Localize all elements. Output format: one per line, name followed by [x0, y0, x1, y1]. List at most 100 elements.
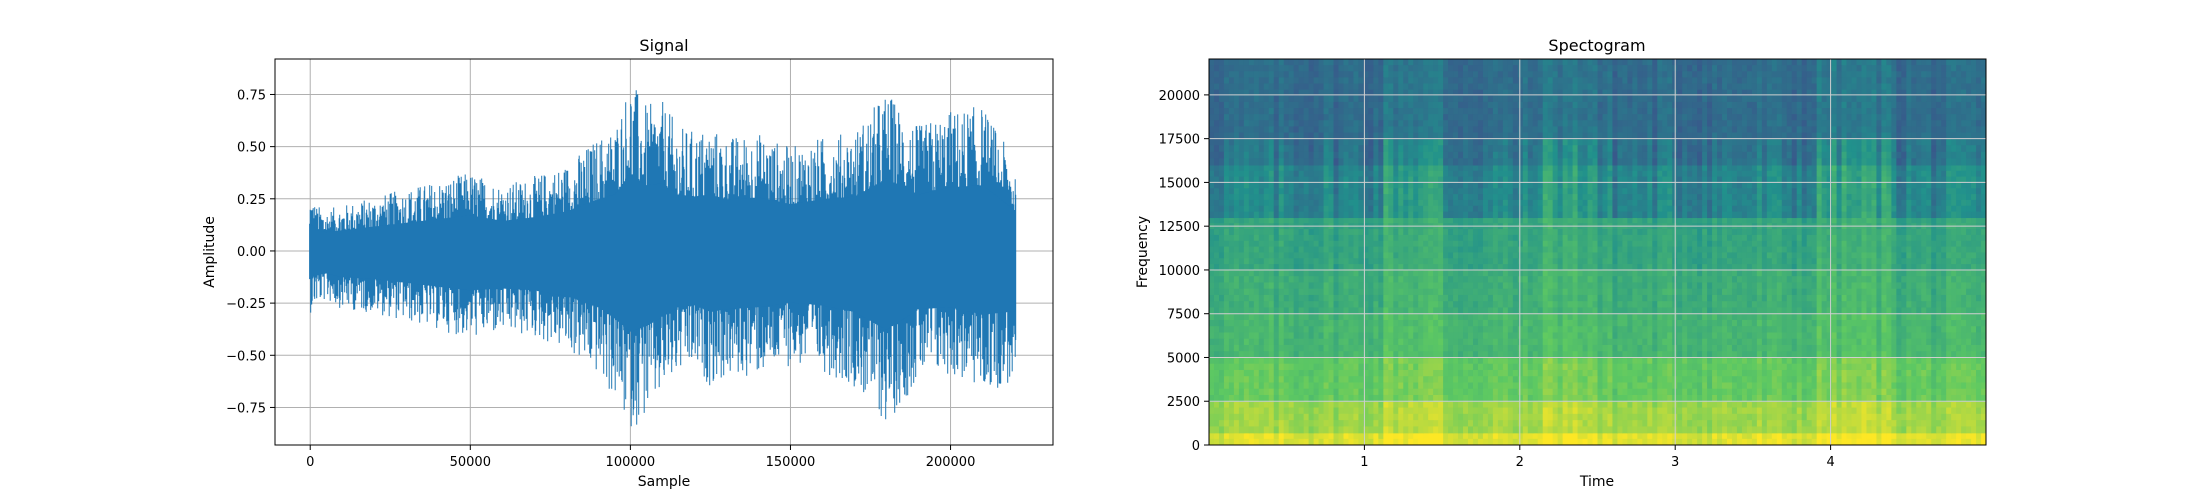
- spectrogram-cell: [1233, 234, 1240, 242]
- spectrogram-cell: [1632, 394, 1638, 402]
- spectrogram-cell: [1443, 432, 1449, 440]
- spectrogram-cell: [1906, 407, 1912, 415]
- spectrogram-cell: [1607, 313, 1614, 321]
- spectrogram-cell: [1921, 338, 1927, 346]
- spectrogram-cell: [1353, 357, 1360, 365]
- spectrogram-cell: [1961, 351, 1967, 359]
- spectrogram-cell: [1971, 363, 1977, 371]
- spectrogram-cell: [1642, 407, 1648, 415]
- spectrogram-cell: [1557, 288, 1564, 296]
- spectrogram-cell: [1861, 426, 1868, 434]
- spectrogram-cell: [1248, 294, 1255, 302]
- spectrogram-cell: [1741, 234, 1748, 242]
- spectrogram-cell: [1318, 401, 1325, 409]
- spectrogram-cell: [1233, 301, 1240, 309]
- spectrogram-cell: [1667, 426, 1673, 434]
- spectrogram-cell: [1886, 269, 1892, 277]
- spectrogram-cell: [1677, 229, 1683, 236]
- spectrogram-cell: [1846, 413, 1853, 421]
- spectrogram-cell: [1826, 420, 1833, 428]
- spectrogram-cell: [1353, 413, 1360, 421]
- spectrogram-cell: [1328, 276, 1335, 284]
- spectrogram-cell: [1961, 432, 1967, 440]
- spectrogram-cell: [1507, 294, 1514, 302]
- spectrogram-cell: [1622, 369, 1628, 377]
- spectrogram-cell: [1318, 288, 1325, 296]
- spectrogram-cell: [1731, 332, 1738, 340]
- spectrogram-cell: [1597, 363, 1604, 371]
- spectrogram-cell: [1537, 401, 1544, 409]
- spectrogram-cell: [1353, 351, 1360, 359]
- spectrogram-cell: [1622, 282, 1628, 290]
- spectrogram-cell: [1468, 313, 1474, 321]
- spectrogram-cell: [1846, 326, 1853, 334]
- spectrogram-cell: [1308, 401, 1315, 409]
- spectrogram-cell: [1831, 420, 1838, 428]
- spectrogram-cell: [1647, 301, 1653, 309]
- spectrogram-cell: [1532, 413, 1539, 421]
- spectrogram-cell: [1517, 363, 1524, 371]
- spectrogram-cell: [1632, 426, 1638, 434]
- spectrogram-cell: [1453, 307, 1459, 315]
- spectrogram-cell: [1736, 351, 1743, 359]
- spectrogram-cell: [1313, 282, 1320, 290]
- spectrogram-cell: [1522, 301, 1529, 309]
- spectrogram-cell: [1218, 234, 1225, 242]
- spectrogram-cell: [1906, 217, 1912, 224]
- spectrogram-cell: [1507, 332, 1514, 340]
- spectrogram-cell: [1458, 229, 1464, 236]
- spectrogram-cell: [1652, 269, 1658, 277]
- spectrogram-cell: [1562, 394, 1569, 402]
- spectrogram-cell: [1801, 217, 1808, 224]
- spectrogram-cell: [1826, 363, 1833, 371]
- spectrogram-cell: [1901, 401, 1907, 409]
- spectrogram-cell: [1228, 294, 1235, 302]
- spectrogram-cell: [1652, 301, 1658, 309]
- spectrogram-cell: [1348, 388, 1355, 396]
- spectrogram-cell: [1363, 432, 1369, 440]
- spectrogram-cell: [1453, 217, 1459, 224]
- spectrogram-cell: [1353, 294, 1360, 302]
- spectrogram-cell: [1966, 438, 1972, 445]
- spectrogram-cell: [1717, 376, 1723, 384]
- spectrogram-cell: [1423, 332, 1429, 340]
- spectrogram-cell: [1896, 288, 1902, 296]
- spectrogram-cell: [1921, 394, 1927, 402]
- spectrogram-cell: [1931, 401, 1937, 409]
- spectrogram-cell: [1841, 351, 1848, 359]
- spectrogram-cell: [1617, 344, 1623, 352]
- spectrogram-cell: [1428, 401, 1434, 409]
- spectrogram-cell: [1448, 313, 1454, 321]
- spectrogram-cell: [1532, 388, 1539, 396]
- spectrogram-cell: [1856, 294, 1863, 302]
- spectrogram-cell: [1746, 307, 1753, 315]
- spectrogram-cell: [1652, 432, 1658, 440]
- spectrogram-cell: [1303, 432, 1310, 440]
- spectrogram-cell: [1268, 438, 1275, 445]
- spectrogram-cell: [1497, 420, 1504, 428]
- spectrogram-cell: [1956, 294, 1962, 302]
- spectrogram-cell: [1298, 313, 1305, 321]
- spectrogram-cell: [1258, 407, 1265, 415]
- spectrogram-cell: [1443, 326, 1449, 334]
- spectrogram-cell: [1781, 229, 1788, 236]
- spectrogram-cell: [1233, 276, 1240, 284]
- spectrogram-cell: [1209, 401, 1215, 409]
- spectrogram-cell: [1771, 376, 1778, 384]
- spectrogram-cell: [1547, 301, 1554, 309]
- spectrogram-cell: [1597, 294, 1604, 302]
- spectrogram-cell: [1278, 269, 1285, 277]
- spectrogram-cell: [1273, 357, 1280, 365]
- spectrogram-cell: [1657, 432, 1663, 440]
- spectrogram-cell: [1592, 217, 1599, 224]
- spectrogram-cell: [1951, 217, 1957, 224]
- spectrogram-cell: [1861, 344, 1868, 352]
- spectrogram-cell: [1926, 229, 1932, 236]
- spectrogram-cell: [1348, 357, 1355, 365]
- spectrogram-cell: [1627, 357, 1633, 365]
- spectrogram-cell: [1731, 288, 1738, 296]
- spectrogram-cell: [1717, 301, 1723, 309]
- spectrogram-cell: [1866, 376, 1873, 384]
- spectrogram-cell: [1522, 332, 1529, 340]
- spectrogram-cell: [1751, 344, 1758, 352]
